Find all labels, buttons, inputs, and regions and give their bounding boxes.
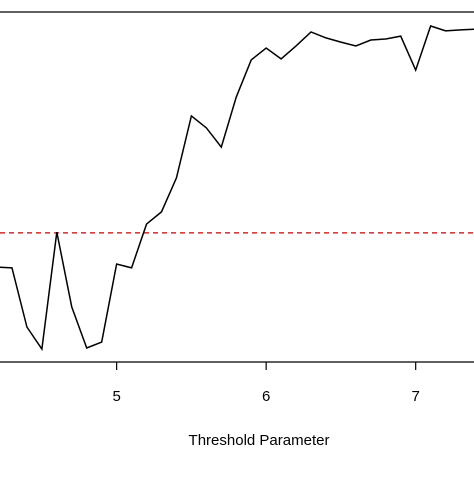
x-tick-label: 5	[112, 388, 120, 405]
x-axis-label: Threshold Parameter	[189, 432, 330, 449]
data-line	[0, 25, 474, 352]
x-tick-label: 6	[262, 388, 270, 405]
x-tick-label: 7	[412, 388, 420, 405]
